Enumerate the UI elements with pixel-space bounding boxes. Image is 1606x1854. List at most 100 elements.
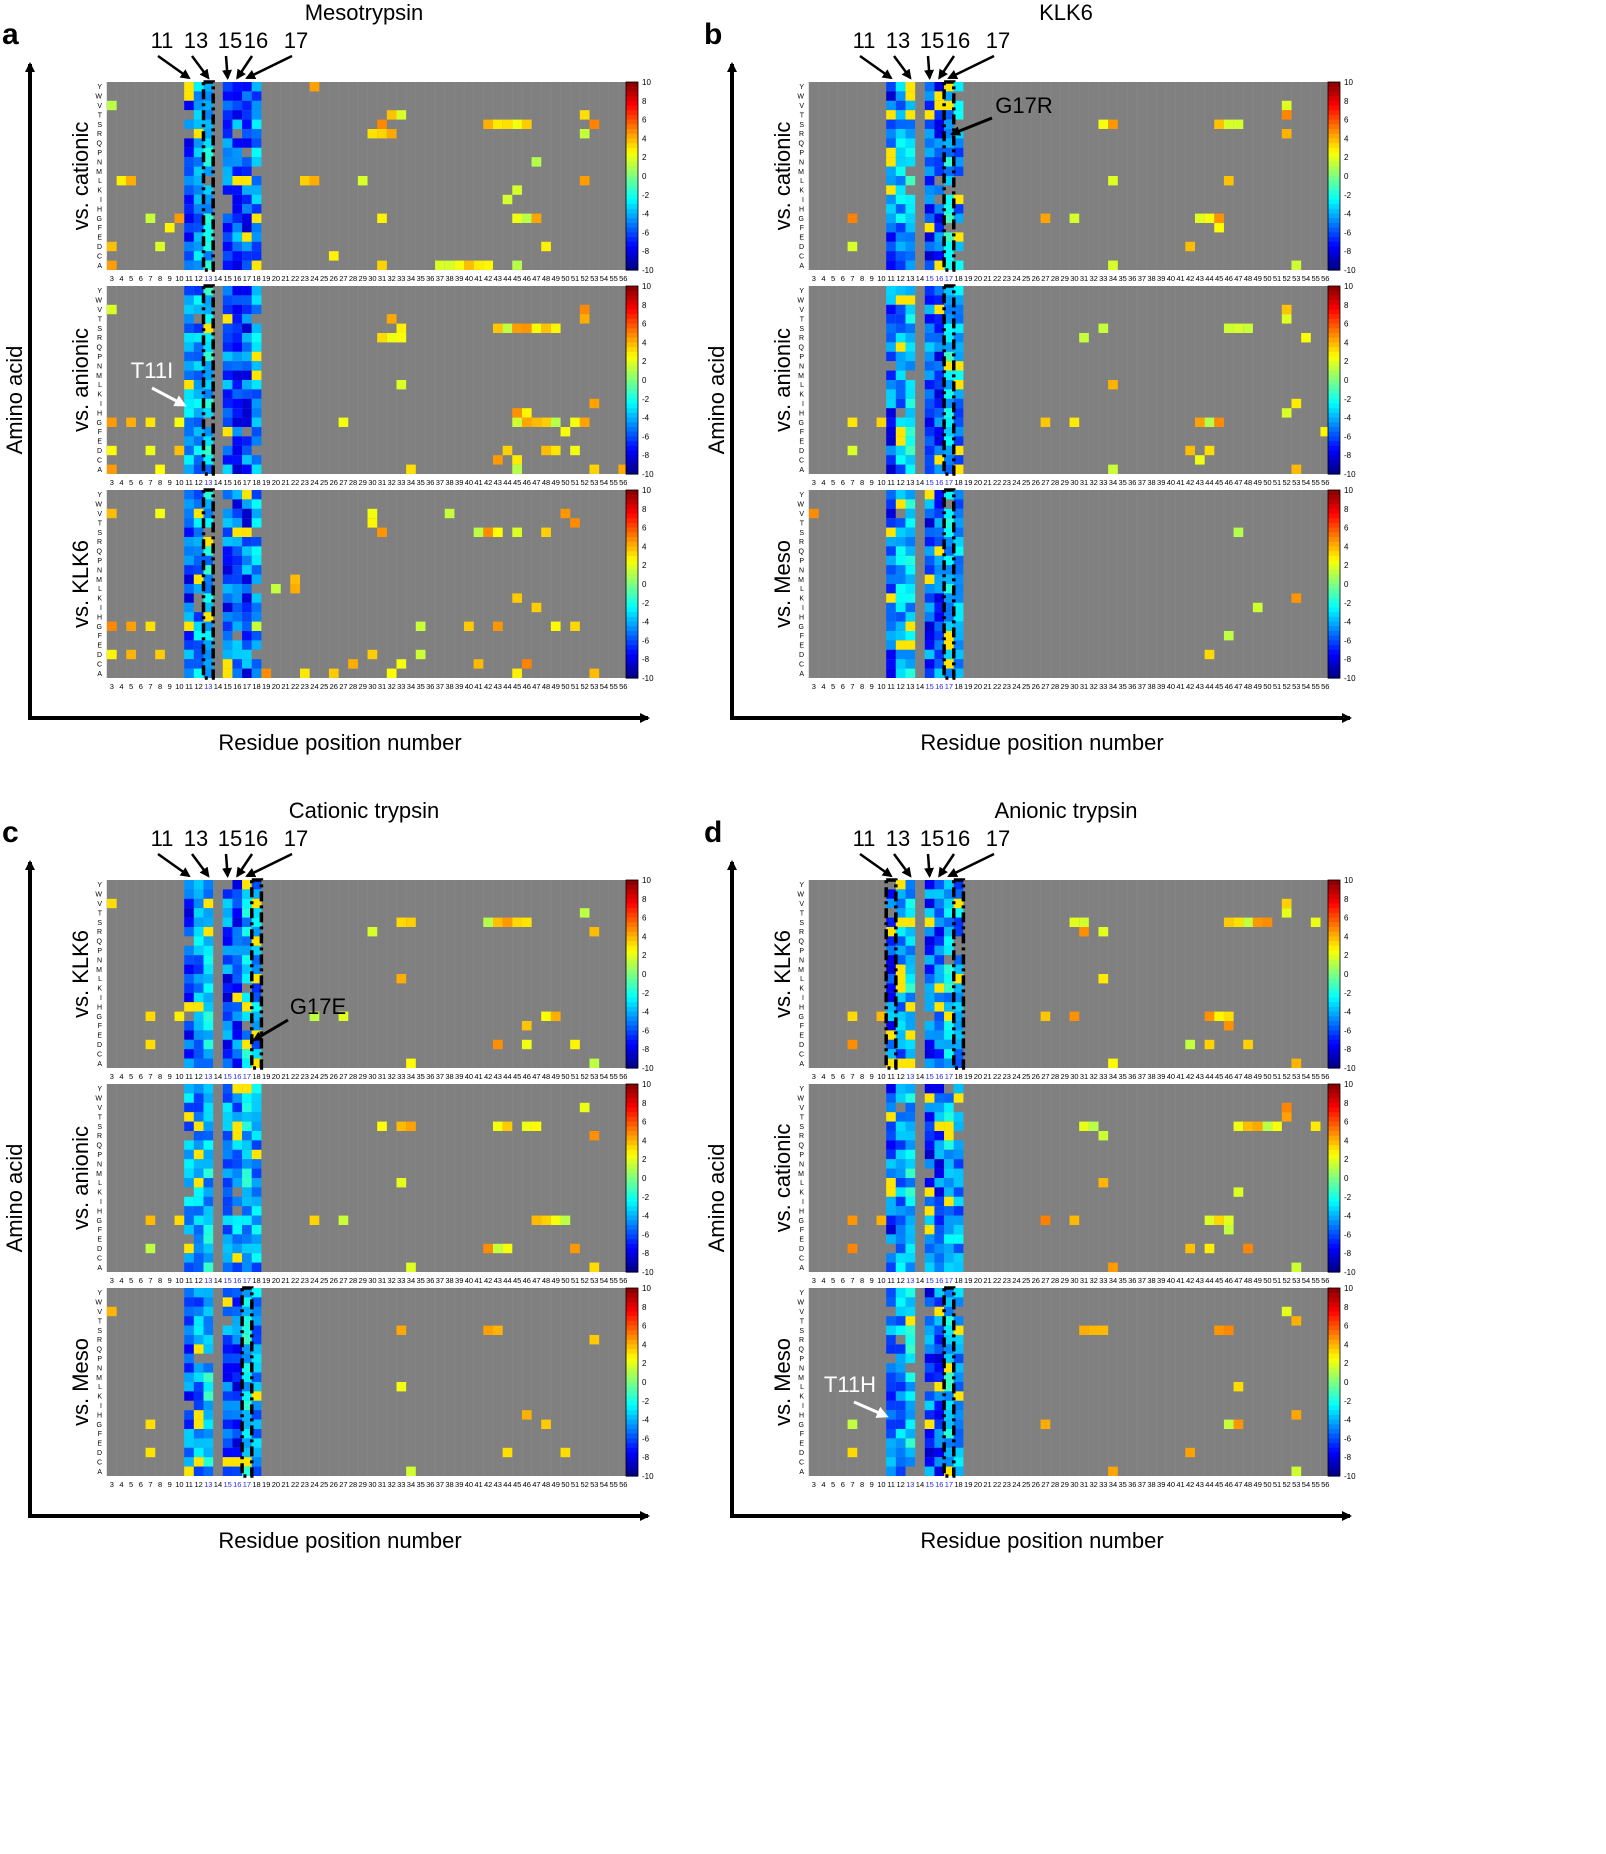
amino-acid-tick: Q <box>799 549 805 556</box>
heatmap-cell <box>242 1187 252 1197</box>
heatmap-cell <box>232 983 243 993</box>
heatmap-cell <box>934 455 945 465</box>
heatmap-cell <box>905 166 916 176</box>
heatmap-cell <box>579 110 590 120</box>
heatmap-cell <box>232 232 243 242</box>
heatmap-cell <box>222 1178 233 1188</box>
heatmap-cell <box>905 100 916 111</box>
amino-acid-tick: S <box>799 1328 804 1335</box>
heatmap-cell <box>953 584 964 594</box>
residue-tick: 54 <box>600 1480 608 1489</box>
heatmap-cell <box>222 1196 233 1207</box>
residue-tick: 19 <box>262 682 270 691</box>
heatmap-cell <box>232 314 243 324</box>
colorbar-tick: 2 <box>642 153 647 162</box>
colorbar-segment <box>1328 375 1340 381</box>
amino-acid-tick: H <box>799 410 804 417</box>
residue-tick: 22 <box>291 478 299 487</box>
heatmap-cell <box>905 138 916 148</box>
heatmap-cell <box>203 408 214 418</box>
residue-tick: 48 <box>542 478 550 487</box>
colorbar-segment <box>626 389 638 395</box>
heatmap-cell <box>953 1353 964 1364</box>
heatmap-cell <box>203 1466 214 1476</box>
heatmap-cell <box>251 342 262 352</box>
colorbar-tick: 4 <box>642 134 647 143</box>
heatmap-cell <box>251 1297 262 1307</box>
heatmap-cell <box>1252 917 1263 927</box>
heatmap-cell <box>953 1297 964 1307</box>
heatmap-cell <box>309 82 320 92</box>
heatmap-cell <box>924 1021 935 1031</box>
heatmap-cell <box>251 91 262 101</box>
heatmap-cell <box>242 1306 252 1317</box>
residue-marker-arrow <box>222 55 233 80</box>
heatmap-cell <box>232 138 243 148</box>
heatmap-cell <box>251 361 262 371</box>
residue-tick: 22 <box>291 1276 299 1285</box>
heatmap-cell <box>203 82 214 92</box>
heatmap-cell <box>895 464 906 474</box>
colorbar-segment <box>626 114 638 121</box>
heatmap-cell <box>905 232 916 242</box>
heatmap-cell <box>184 546 194 556</box>
residue-tick: 29 <box>1061 478 1069 487</box>
colorbar-segment <box>1328 1363 1340 1369</box>
colorbar-segment <box>1328 1121 1340 1127</box>
residue-tick: 52 <box>581 274 589 283</box>
residue-tick: 29 <box>359 1072 367 1081</box>
heatmap-cell <box>222 1093 233 1103</box>
heatmap-cell <box>1214 417 1224 427</box>
heatmap-cell <box>242 1084 252 1094</box>
amino-acid-tick: A <box>97 1265 102 1272</box>
amino-acid-tick: E <box>97 1033 102 1040</box>
heatmap-cell <box>203 1030 214 1040</box>
heatmap-cell <box>251 445 262 456</box>
heatmap-cell <box>847 1243 858 1254</box>
heatmap-cell <box>193 1225 204 1235</box>
residue-tick: 55 <box>1311 274 1319 283</box>
residue-tick: 19 <box>262 1072 270 1081</box>
heatmap-cell <box>242 314 252 324</box>
residue-tick: 25 <box>320 682 328 691</box>
heatmap-cell <box>924 1288 935 1298</box>
heatmap-cell <box>924 100 935 111</box>
heatmap-cell <box>222 1335 233 1345</box>
colorbar-segment <box>1328 91 1340 97</box>
heatmap-cell <box>953 555 964 566</box>
colorbar-segment <box>1328 1159 1340 1165</box>
heatmap-cell <box>934 417 945 427</box>
heatmap-cell <box>1108 1262 1118 1272</box>
residue-tick: 50 <box>1263 274 1271 283</box>
heatmap-cell <box>924 499 935 509</box>
heatmap-cell <box>251 314 262 324</box>
heatmap-cell <box>905 1316 916 1326</box>
heatmap-cell <box>895 1196 906 1207</box>
heatmap-cell <box>251 427 262 437</box>
heatmap-cell <box>184 508 194 519</box>
colorbar-tick: 10 <box>1344 876 1353 885</box>
heatmap-cell <box>107 1306 117 1317</box>
heatmap-cell <box>934 223 945 233</box>
heatmap-cell <box>905 555 916 566</box>
heatmap-cell <box>886 992 896 1003</box>
heatmap-cell <box>579 417 590 427</box>
colorbar-segment <box>1328 983 1340 989</box>
heatmap-cell <box>203 936 214 946</box>
amino-acid-tick: M <box>798 169 804 176</box>
heatmap-cell <box>886 1382 896 1392</box>
heatmap-cell <box>944 1149 954 1160</box>
heatmap-cell <box>924 1419 935 1429</box>
heatmap-cell <box>895 1382 906 1392</box>
residue-tick: 7 <box>850 682 854 691</box>
heatmap-cell <box>232 668 243 678</box>
heatmap-cell <box>242 1011 252 1021</box>
residue-marker-arrow <box>157 852 191 878</box>
colorbar-segment <box>1328 1447 1340 1454</box>
colorbar-segment <box>1328 1358 1340 1364</box>
amino-acid-tick: S <box>97 1124 102 1131</box>
amino-acid-tick: N <box>97 567 102 574</box>
heatmap-cell <box>1233 1187 1244 1197</box>
heatmap-cell <box>502 1447 513 1458</box>
heatmap-cell <box>193 574 204 584</box>
